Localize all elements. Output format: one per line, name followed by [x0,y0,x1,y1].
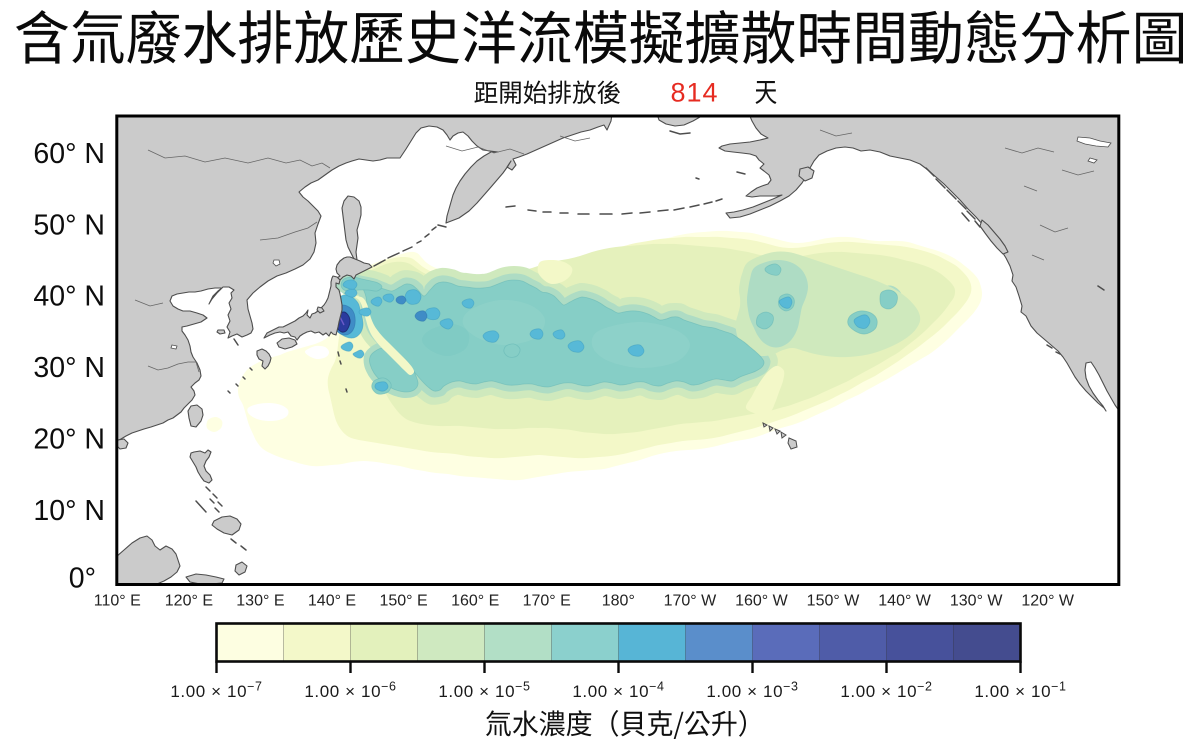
svg-text:814: 814 [670,78,718,108]
svg-text:150° W: 150° W [807,593,861,610]
svg-text:1.00 × 10−7: 1.00 × 10−7 [170,680,262,702]
svg-text:1.00 × 10−6: 1.00 × 10−6 [304,680,396,702]
svg-text:170° W: 170° W [664,593,718,610]
svg-text:160° W: 160° W [735,593,789,610]
svg-text:120° W: 120° W [1021,593,1075,610]
svg-text:120° E: 120° E [165,593,213,610]
svg-text:40° N: 40° N [33,281,105,313]
svg-text:1.00 × 10−1: 1.00 × 10−1 [974,680,1066,702]
svg-text:20° N: 20° N [33,424,105,456]
svg-text:140° E: 140° E [308,593,356,610]
svg-text:150° E: 150° E [379,593,427,610]
svg-text:50° N: 50° N [33,209,105,241]
svg-text:170° E: 170° E [523,593,571,610]
svg-text:0°: 0° [69,563,96,595]
svg-text:60° N: 60° N [33,138,105,170]
svg-text:160° E: 160° E [451,593,499,610]
svg-text:1.00 × 10−4: 1.00 × 10−4 [572,680,664,702]
svg-text:140° W: 140° W [878,593,932,610]
svg-text:110° E: 110° E [94,593,141,610]
svg-text:130° E: 130° E [236,593,284,610]
svg-text:180°: 180° [602,593,635,610]
svg-text:130° W: 130° W [950,593,1004,610]
svg-text:1.00 × 10−5: 1.00 × 10−5 [438,680,530,702]
svg-text:30° N: 30° N [33,352,105,384]
svg-text:1.00 × 10−3: 1.00 × 10−3 [706,680,798,702]
svg-text:1.00 × 10−2: 1.00 × 10−2 [840,680,932,702]
svg-text:10° N: 10° N [33,495,105,527]
